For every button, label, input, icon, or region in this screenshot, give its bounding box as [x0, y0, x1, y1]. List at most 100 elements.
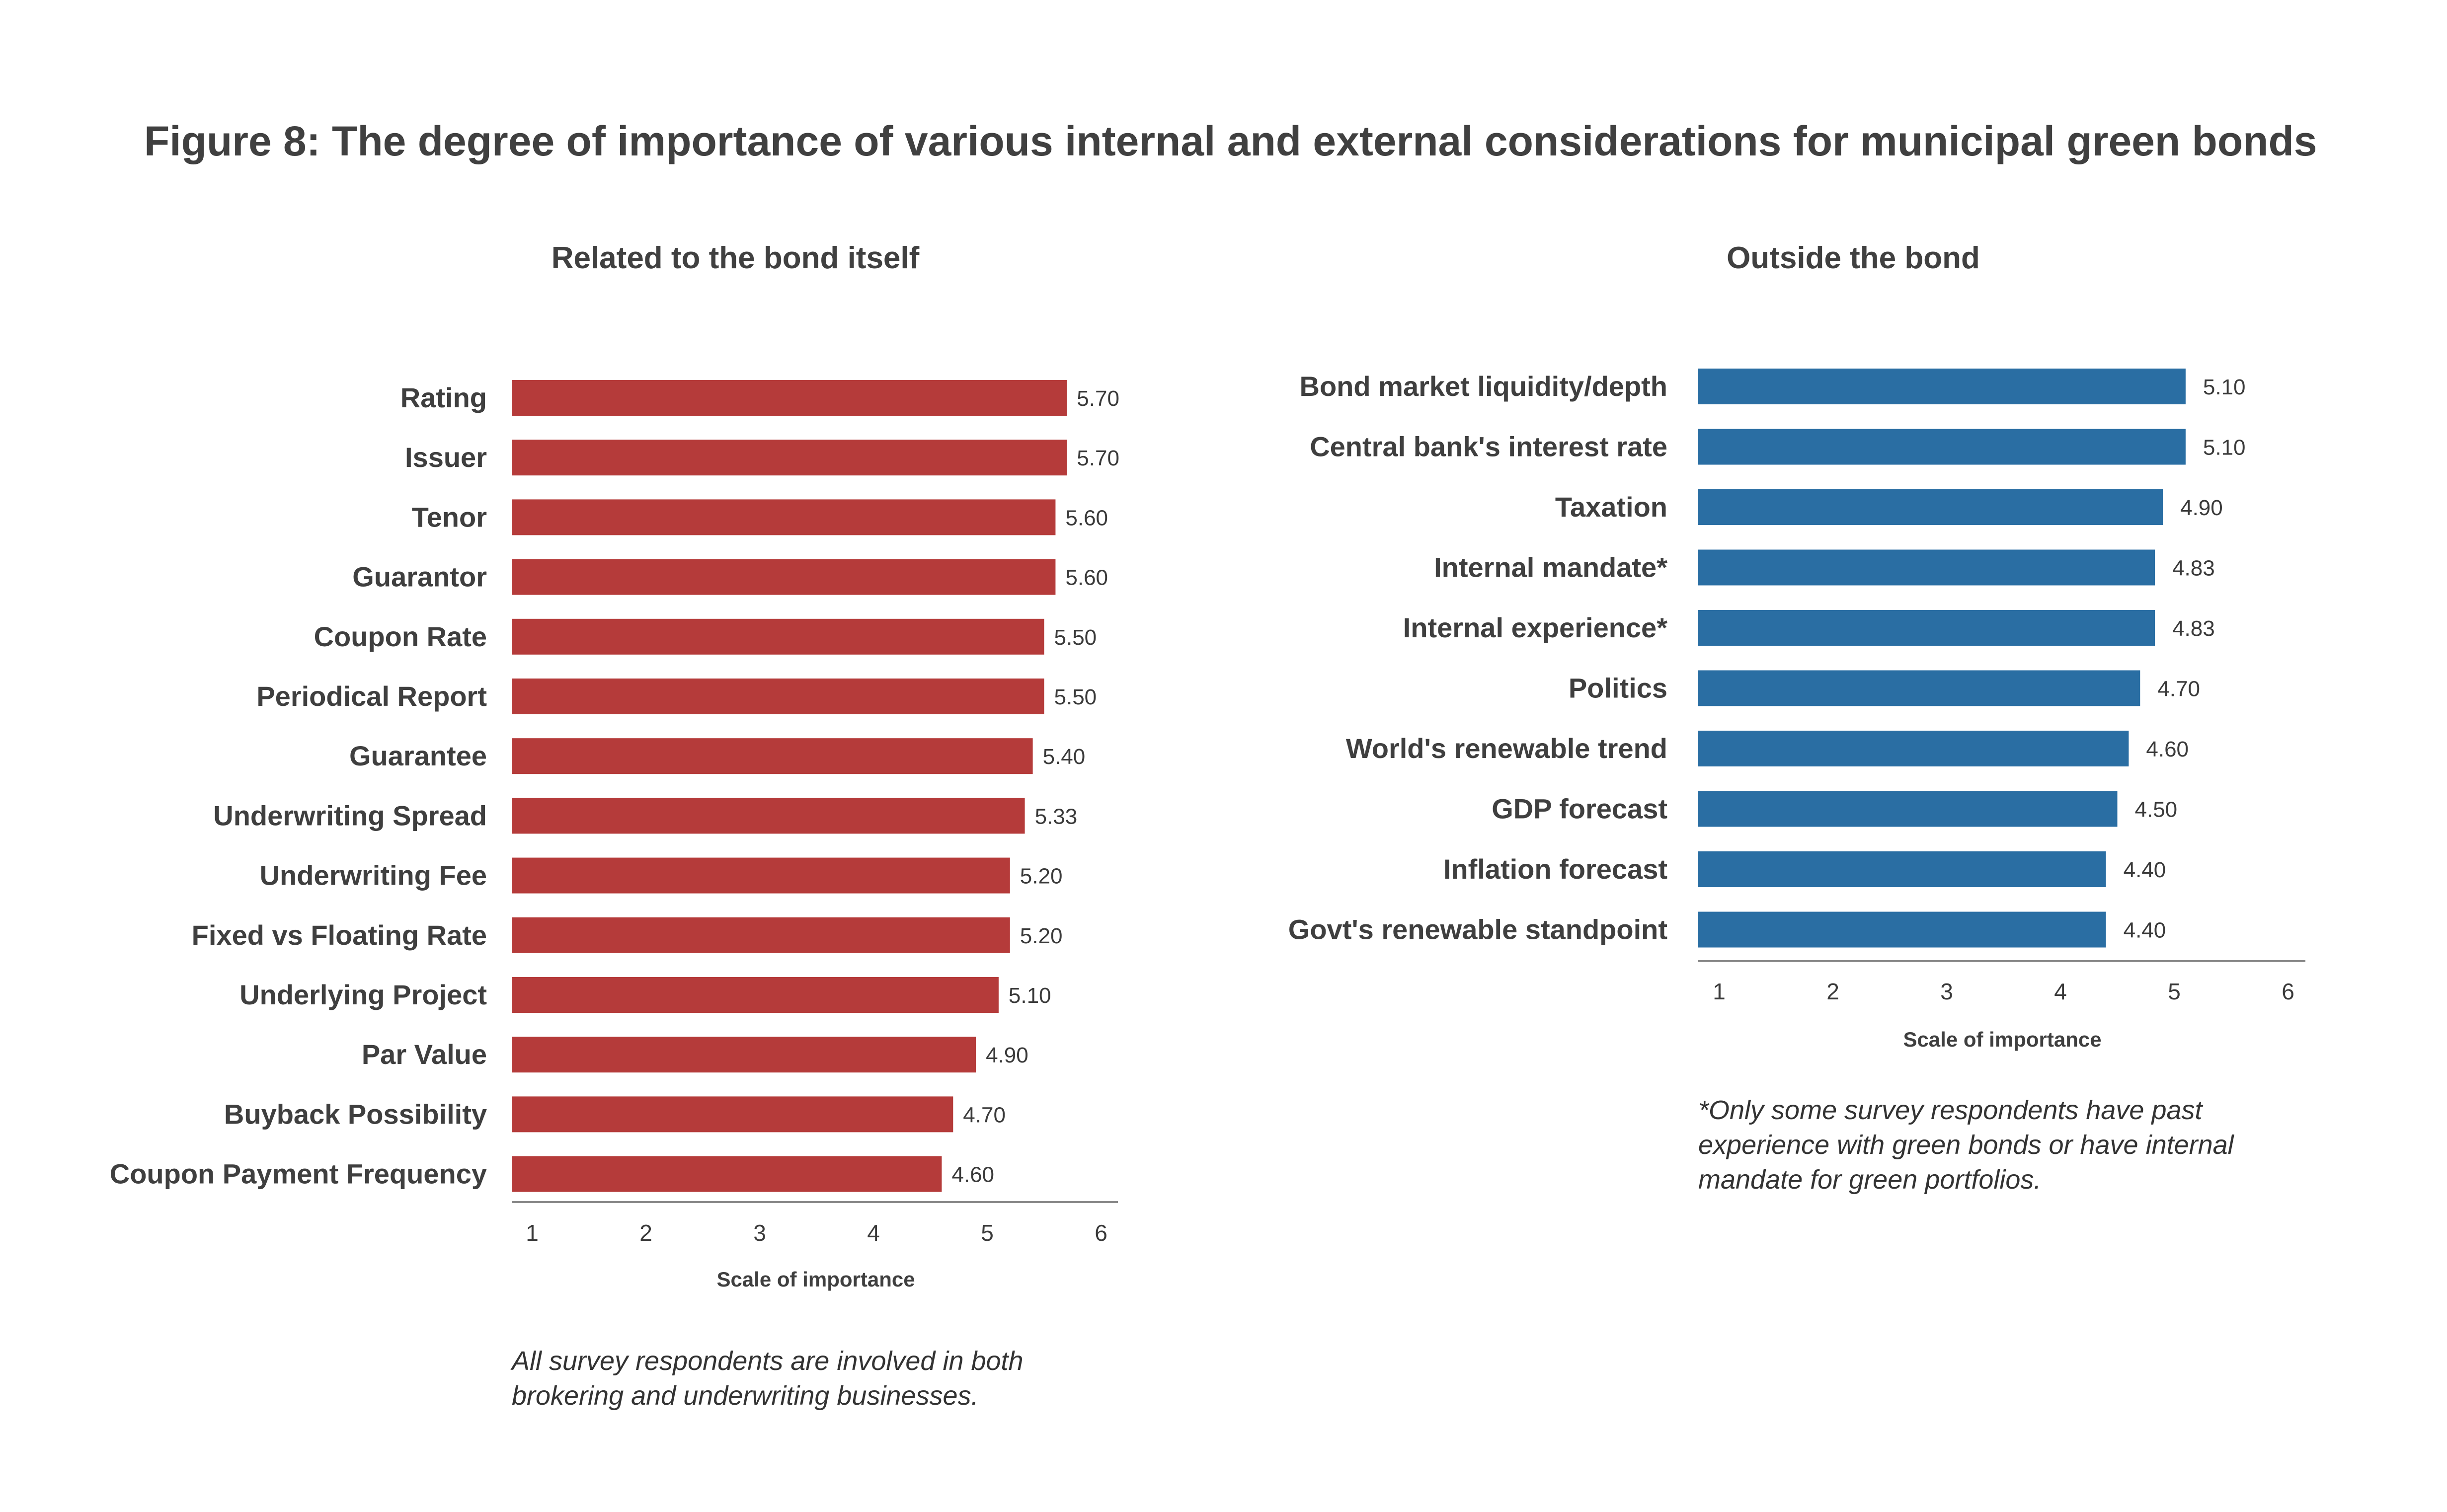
category-label: Par Value — [362, 1039, 487, 1070]
bar — [512, 977, 999, 1013]
bar-row: Coupon Payment Frequency 4.60 — [110, 1156, 994, 1192]
value-label: 5.70 — [1077, 446, 1119, 470]
tick-label: 2 — [639, 1220, 652, 1246]
bar — [1698, 911, 2106, 948]
category-label: Guarantor — [352, 561, 487, 593]
value-label: 4.50 — [2135, 798, 2178, 822]
category-label: Buyback Possibility — [224, 1098, 487, 1130]
value-label: 4.90 — [986, 1043, 1028, 1067]
category-label: Inflation forecast — [1443, 853, 1667, 885]
bar-row: Buyback Possibility 4.70 — [224, 1096, 1006, 1133]
value-label: 4.40 — [2124, 918, 2166, 943]
value-label: 4.70 — [963, 1103, 1006, 1127]
bar — [512, 618, 1044, 655]
note-line: experience with green bonds or have inte… — [1698, 1130, 2234, 1160]
bar-row: World's renewable trend 4.60 — [1346, 731, 2189, 766]
category-label: Guarantee — [349, 740, 487, 771]
category-label: Rating — [400, 382, 487, 413]
bars: Bond market liquidity/depth 5.10 Central b… — [1288, 369, 2246, 948]
bar — [512, 440, 1067, 476]
category-label: Coupon Payment Frequency — [110, 1158, 487, 1190]
tick-label: 2 — [1826, 979, 1839, 1004]
tick-label: 1 — [1713, 979, 1726, 1004]
bar — [512, 857, 1010, 894]
bar-row: Central bank's interest rate 5.10 — [1310, 429, 2246, 465]
category-label: Underlying Project — [239, 979, 487, 1010]
category-label: Govt's renewable standpoint — [1288, 914, 1667, 945]
left-chart-note: All survey respondents are involved in b… — [512, 1344, 1024, 1413]
category-label: Coupon Rate — [314, 621, 487, 652]
bar — [1698, 731, 2129, 766]
bars: Rating 5.70 Issuer 5.70 Tenor 5.60 Guarantor 5.… — [110, 380, 1119, 1192]
value-label: 4.83 — [2172, 616, 2215, 641]
bar — [512, 499, 1056, 535]
category-label: Tenor — [412, 501, 487, 532]
bar — [1698, 670, 2140, 706]
value-label: 4.60 — [951, 1163, 994, 1187]
value-label: 4.40 — [2124, 858, 2166, 882]
bar-row: Coupon Rate 5.50 — [314, 618, 1097, 655]
x-axis-ticks: 1 2 3 4 5 6 — [1713, 979, 2294, 1004]
bar-row: Underlying Project 5.10 — [239, 977, 1051, 1013]
bar-row: Politics 4.70 — [1569, 670, 2200, 706]
category-label: Fixed vs Floating Rate — [192, 919, 487, 951]
tick-label: 4 — [2054, 979, 2067, 1004]
tick-label: 1 — [526, 1220, 539, 1246]
bar — [1698, 791, 2118, 827]
note-line: All survey respondents are involved in b… — [512, 1346, 1024, 1376]
bar — [512, 738, 1033, 774]
left-chart-title: Related to the bond itself — [551, 241, 920, 275]
bar-row: Bond market liquidity/depth 5.10 — [1300, 369, 2246, 404]
tick-label: 6 — [1095, 1220, 1107, 1246]
value-label: 5.40 — [1043, 745, 1086, 769]
bar — [512, 1156, 942, 1192]
category-label: Underwriting Fee — [260, 860, 487, 891]
bar-row: Govt's renewable standpoint 4.40 — [1288, 911, 2166, 948]
value-label: 4.90 — [2180, 496, 2223, 520]
category-label: Internal experience* — [1403, 612, 1667, 643]
right-chart-title: Outside the bond — [1727, 241, 1980, 275]
bar — [1698, 851, 2106, 887]
bar-row: Periodical Report 5.50 — [256, 679, 1097, 714]
category-label: Periodical Report — [256, 680, 487, 712]
x-axis-title: Scale of importance — [1903, 1028, 2101, 1051]
value-label: 5.20 — [1020, 864, 1063, 889]
tick-label: 3 — [1940, 979, 1953, 1004]
tick-label: 5 — [981, 1220, 994, 1246]
bar — [512, 380, 1067, 416]
bar-row: Underwriting Fee 5.20 — [260, 857, 1063, 894]
category-label: Central bank's interest rate — [1310, 431, 1667, 462]
bar-row: Tenor 5.60 — [412, 499, 1108, 535]
value-label: 4.83 — [2172, 556, 2215, 581]
note-line: *Only some survey respondents have past — [1698, 1095, 2203, 1125]
note-line: mandate for green portfolios. — [1698, 1165, 2042, 1195]
note-line: brokering and underwriting businesses. — [512, 1381, 979, 1411]
value-label: 5.20 — [1020, 924, 1063, 948]
bar-row: Rating 5.70 — [400, 380, 1119, 416]
bar-row: Par Value 4.90 — [362, 1037, 1028, 1073]
bar-row: Inflation forecast 4.40 — [1443, 851, 2166, 887]
right-chart-note: *Only some survey respondents have past e… — [1698, 1093, 2234, 1197]
category-label: World's renewable trend — [1346, 733, 1667, 764]
value-label: 5.60 — [1065, 566, 1108, 590]
value-label: 5.70 — [1077, 386, 1119, 411]
value-label: 5.33 — [1035, 804, 1078, 829]
value-label: 4.70 — [2157, 677, 2200, 701]
bar-row: GDP forecast 4.50 — [1492, 791, 2177, 827]
category-label: Issuer — [405, 442, 487, 473]
value-label: 5.10 — [1009, 983, 1051, 1008]
bar — [1698, 429, 2186, 465]
tick-label: 6 — [2282, 979, 2294, 1004]
bar — [1698, 610, 2155, 646]
tick-label: 4 — [867, 1220, 880, 1246]
value-label: 5.10 — [2203, 375, 2246, 399]
value-label: 5.60 — [1065, 506, 1108, 530]
bar — [512, 1037, 976, 1073]
bar — [512, 679, 1044, 714]
bar-row: Issuer 5.70 — [405, 440, 1119, 476]
bar-row: Taxation 4.90 — [1555, 489, 2223, 525]
bar — [1698, 369, 2186, 404]
bar — [1698, 549, 2155, 586]
